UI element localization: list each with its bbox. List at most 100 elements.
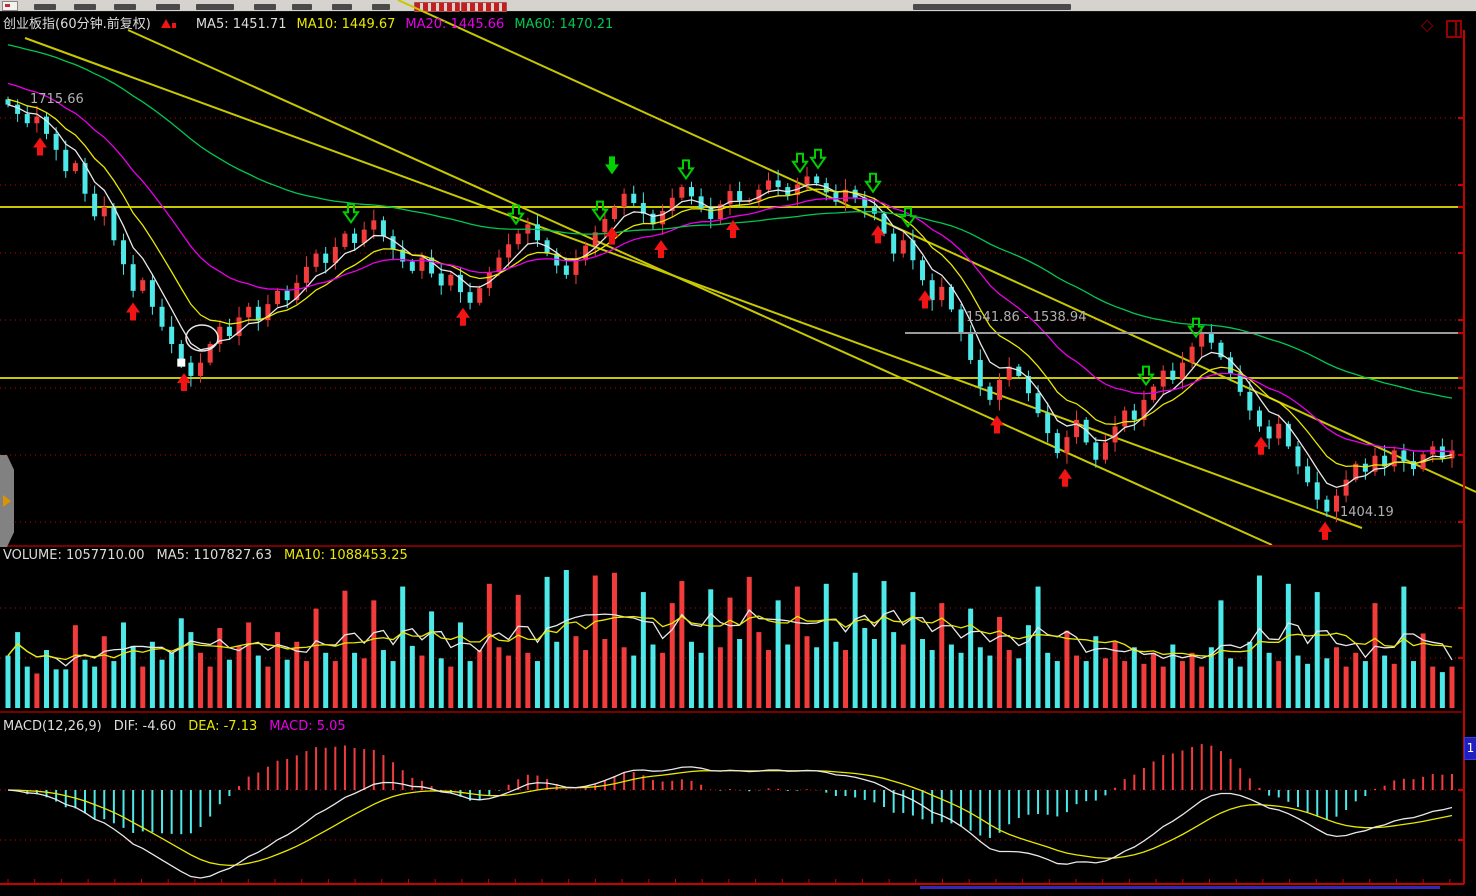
candle-body[interactable]	[611, 207, 617, 219]
candle-body[interactable]	[871, 207, 877, 214]
volume-bar[interactable]	[1045, 652, 1051, 708]
volume-bar[interactable]	[178, 618, 184, 708]
volume-bar[interactable]	[198, 652, 204, 708]
candle-body[interactable]	[640, 203, 646, 214]
candle-body[interactable]	[515, 233, 521, 245]
volume-bar[interactable]	[371, 600, 377, 708]
candle-body[interactable]	[1314, 482, 1320, 500]
candle-body[interactable]	[1035, 393, 1041, 414]
volume-bar[interactable]	[554, 641, 560, 708]
volume-bar[interactable]	[294, 641, 300, 708]
volume-bar[interactable]	[833, 641, 839, 708]
volume-bar[interactable]	[1420, 633, 1426, 708]
volume-bar[interactable]	[1430, 666, 1436, 708]
volume-bar[interactable]	[1122, 661, 1128, 708]
volume-bar[interactable]	[140, 666, 146, 708]
volume-bar[interactable]	[679, 581, 685, 708]
volume-bar[interactable]	[592, 575, 598, 708]
candle-body[interactable]	[1141, 399, 1147, 420]
volume-bar[interactable]	[1083, 661, 1089, 708]
candle-body[interactable]	[294, 282, 300, 301]
volume-bar[interactable]	[5, 655, 11, 708]
candle-body[interactable]	[1362, 463, 1368, 472]
candle-body[interactable]	[1064, 437, 1070, 454]
candle-body[interactable]	[467, 292, 473, 303]
candle-body[interactable]	[1353, 463, 1359, 480]
volume-bar[interactable]	[515, 594, 521, 708]
volume-bar[interactable]	[1305, 663, 1311, 708]
volume-bar[interactable]	[1372, 603, 1378, 708]
volume-bar[interactable]	[72, 625, 78, 708]
volume-bar[interactable]	[457, 622, 463, 708]
white-handle-dot[interactable]	[177, 358, 186, 367]
candle-body[interactable]	[602, 218, 608, 233]
volume-bar[interactable]	[429, 611, 435, 708]
volume-bar[interactable]	[92, 666, 98, 708]
volume-bar[interactable]	[1074, 655, 1080, 708]
candle-body[interactable]	[737, 191, 743, 201]
candle-body[interactable]	[140, 280, 146, 291]
candle-body[interactable]	[1083, 419, 1089, 443]
volume-bar[interactable]	[785, 644, 791, 708]
candle-body[interactable]	[419, 257, 425, 271]
volume-pane[interactable]	[5, 570, 1455, 709]
volume-bar[interactable]	[275, 632, 281, 708]
volume-bar[interactable]	[409, 645, 415, 708]
volume-bar[interactable]	[82, 659, 88, 708]
volume-bar[interactable]	[573, 636, 579, 708]
menu-item-mark[interactable]	[332, 4, 352, 10]
candle-body[interactable]	[1305, 466, 1311, 483]
volume-bar[interactable]	[1410, 661, 1416, 708]
volume-bar[interactable]	[948, 644, 954, 708]
volume-bar[interactable]	[34, 673, 40, 709]
volume-bar[interactable]	[804, 636, 810, 708]
volume-bar[interactable]	[650, 644, 656, 708]
candle-body[interactable]	[785, 187, 791, 196]
candle-body[interactable]	[121, 240, 127, 265]
candle-body[interactable]	[862, 197, 868, 208]
candle-body[interactable]	[1025, 375, 1031, 394]
candle-body[interactable]	[804, 176, 810, 185]
candle-body[interactable]	[766, 180, 772, 190]
volume-bar[interactable]	[871, 639, 877, 708]
candle-body[interactable]	[900, 240, 906, 254]
candle-body[interactable]	[159, 306, 165, 327]
menu-item-mark[interactable]	[156, 4, 180, 10]
volume-bar[interactable]	[467, 661, 473, 708]
volume-bar[interactable]	[438, 658, 444, 708]
volume-bar[interactable]	[958, 652, 964, 708]
candle-body[interactable]	[688, 187, 694, 197]
volume-bar[interactable]	[1228, 658, 1234, 708]
candle-body[interactable]	[448, 274, 454, 286]
candle-body[interactable]	[390, 236, 396, 250]
volume-bar[interactable]	[862, 627, 868, 708]
candle-body[interactable]	[1016, 366, 1022, 376]
volume-bar[interactable]	[534, 661, 540, 708]
volume-bar[interactable]	[823, 583, 829, 708]
candle-body[interactable]	[948, 286, 954, 310]
volume-bar[interactable]	[1362, 661, 1368, 708]
diagonal-trend-line[interactable]	[397, 0, 1476, 493]
menu-bar[interactable]	[0, 0, 1476, 12]
candle-body[interactable]	[15, 104, 21, 114]
candle-body[interactable]	[1247, 391, 1253, 411]
candle-body[interactable]	[24, 113, 30, 124]
menu-item-mark[interactable]	[34, 4, 56, 10]
candle-body[interactable]	[130, 264, 136, 291]
volume-bar[interactable]	[419, 655, 425, 708]
candle-body[interactable]	[843, 189, 849, 202]
volume-bar[interactable]	[727, 597, 733, 708]
candle-body[interactable]	[400, 249, 406, 262]
volume-bar[interactable]	[323, 652, 329, 708]
candle-body[interactable]	[1122, 410, 1128, 427]
candle-body[interactable]	[621, 193, 627, 208]
candle-body[interactable]	[303, 266, 309, 283]
pages-icon[interactable]	[1446, 20, 1462, 38]
volume-bar[interactable]	[939, 603, 945, 708]
candle-body[interactable]	[669, 197, 675, 212]
volume-bar[interactable]	[101, 636, 107, 708]
candle-body[interactable]	[313, 253, 319, 267]
candle-body[interactable]	[631, 193, 637, 204]
candle-body[interactable]	[265, 304, 271, 321]
volume-bar[interactable]	[968, 608, 974, 708]
